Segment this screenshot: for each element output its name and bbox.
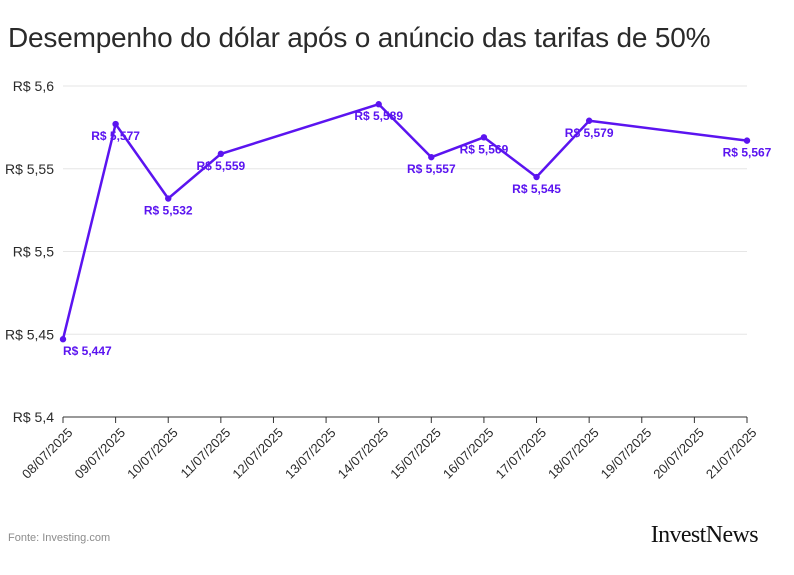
data-point — [217, 150, 225, 158]
series-line — [61, 102, 748, 340]
data-series — [61, 102, 748, 340]
data-labels: R$ 5,447 R$ 5,577 R$ 5,532 R$ 5,559 R$ 5,589… — [63, 109, 772, 358]
data-label: R$ 5,577 — [91, 129, 140, 143]
data-label: R$ 5,589 — [354, 109, 403, 123]
data-point — [59, 336, 67, 343]
brand-logo: InvestNews — [650, 522, 759, 548]
y-tick-label: R$ 5,6 — [13, 78, 54, 94]
data-point — [375, 101, 382, 108]
data-label: R$ 5,557 — [407, 162, 456, 176]
x-tick-label: 16/07/2025 — [440, 425, 497, 482]
x-axis-ticks: 08/07/202509/07/202510/07/202511/07/2025… — [19, 417, 760, 482]
data-label: R$ 5,567 — [723, 146, 772, 160]
x-tick-label: 18/07/2025 — [545, 425, 602, 482]
x-tick-label: 14/07/2025 — [335, 425, 392, 482]
data-point — [480, 134, 488, 141]
data-point — [533, 173, 540, 181]
data-point — [428, 153, 435, 161]
x-tick-label: 11/07/2025 — [177, 425, 233, 481]
data-label: R$ 5,447 — [63, 344, 112, 358]
y-axis-ticks: R$ 5,4 R$ 5,45 R$ 5,5 R$ 5,55 R$ 5,6 — [5, 78, 54, 425]
data-label: R$ 5,569 — [460, 142, 509, 156]
x-tick-label: 19/07/2025 — [598, 425, 655, 482]
data-point — [165, 195, 172, 202]
data-label: R$ 5,559 — [196, 159, 245, 173]
data-label: R$ 5,579 — [565, 126, 614, 140]
data-label: R$ 5,532 — [144, 204, 193, 218]
chart-title: Desempenho do dólar após o anúncio das t… — [8, 22, 711, 53]
y-tick-label: R$ 5,4 — [13, 409, 54, 425]
x-tick-label: 13/07/2025 — [282, 425, 339, 482]
grid-lines — [63, 85, 747, 335]
x-tick-label: 09/07/2025 — [72, 425, 129, 482]
y-tick-label: R$ 5,45 — [5, 326, 54, 342]
x-tick-label: 08/07/2025 — [19, 425, 76, 482]
data-points — [59, 101, 751, 343]
x-tick-label: 10/07/2025 — [124, 425, 181, 482]
data-point — [743, 137, 751, 144]
y-tick-label: R$ 5,5 — [13, 244, 54, 260]
data-label: R$ 5,545 — [512, 182, 561, 196]
x-tick-label: 15/07/2025 — [387, 425, 444, 482]
x-tick-label: 21/07/2025 — [703, 425, 760, 482]
y-tick-label: R$ 5,55 — [5, 161, 54, 177]
x-tick-label: 12/07/2025 — [229, 425, 286, 482]
x-tick-label: 17/07/2025 — [492, 425, 549, 482]
data-point — [112, 120, 119, 128]
data-point — [585, 117, 593, 124]
x-tick-label: 20/07/2025 — [650, 425, 707, 482]
source-note: Fonte: Investing.com — [8, 532, 111, 544]
